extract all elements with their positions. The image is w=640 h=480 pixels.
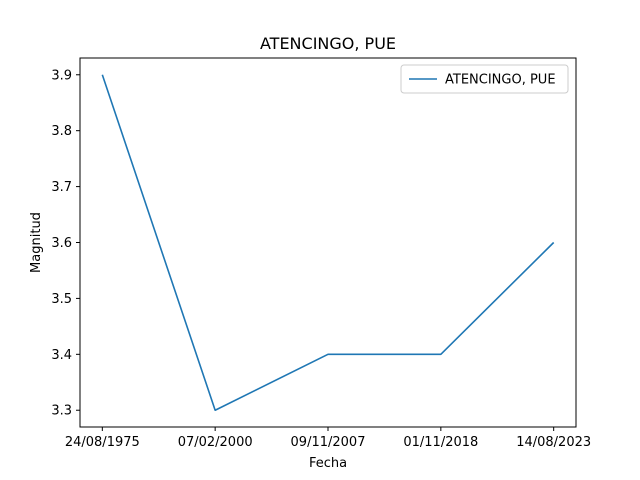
y-tick-label: 3.3 (51, 404, 72, 419)
plot-frame (79, 57, 577, 428)
y-tick-label: 3.6 (51, 236, 72, 251)
plot-area (101, 74, 555, 412)
y-axis: 3.3 3.4 3.5 3.6 3.7 3.8 3.9 (51, 68, 80, 419)
chart-title: ATENCINGO, PUE (260, 34, 396, 53)
y-tick-label: 3.9 (51, 68, 72, 83)
x-tick-label: 01/11/2018 (403, 435, 478, 450)
x-axis: 24/08/1975 07/02/2000 09/11/2007 01/11/2018… (65, 427, 591, 450)
legend: ATENCINGO, PUE (400, 64, 569, 94)
x-tick-label: 24/08/1975 (65, 435, 140, 450)
y-tick-label: 3.8 (51, 124, 72, 139)
series-line (101, 74, 555, 412)
x-tick-label: 07/02/2000 (178, 435, 253, 450)
x-tick-label: 14/08/2023 (516, 435, 591, 450)
y-tick-label: 3.5 (51, 292, 72, 307)
x-axis-label: Fecha (309, 456, 347, 471)
legend-box (400, 64, 569, 94)
y-axis-label: Magnitud (29, 212, 44, 273)
x-tick-label: 09/11/2007 (291, 435, 366, 450)
y-tick-label: 3.7 (51, 180, 72, 195)
legend-label: ATENCINGO, PUE (445, 73, 556, 88)
y-tick-label: 3.4 (51, 348, 72, 363)
